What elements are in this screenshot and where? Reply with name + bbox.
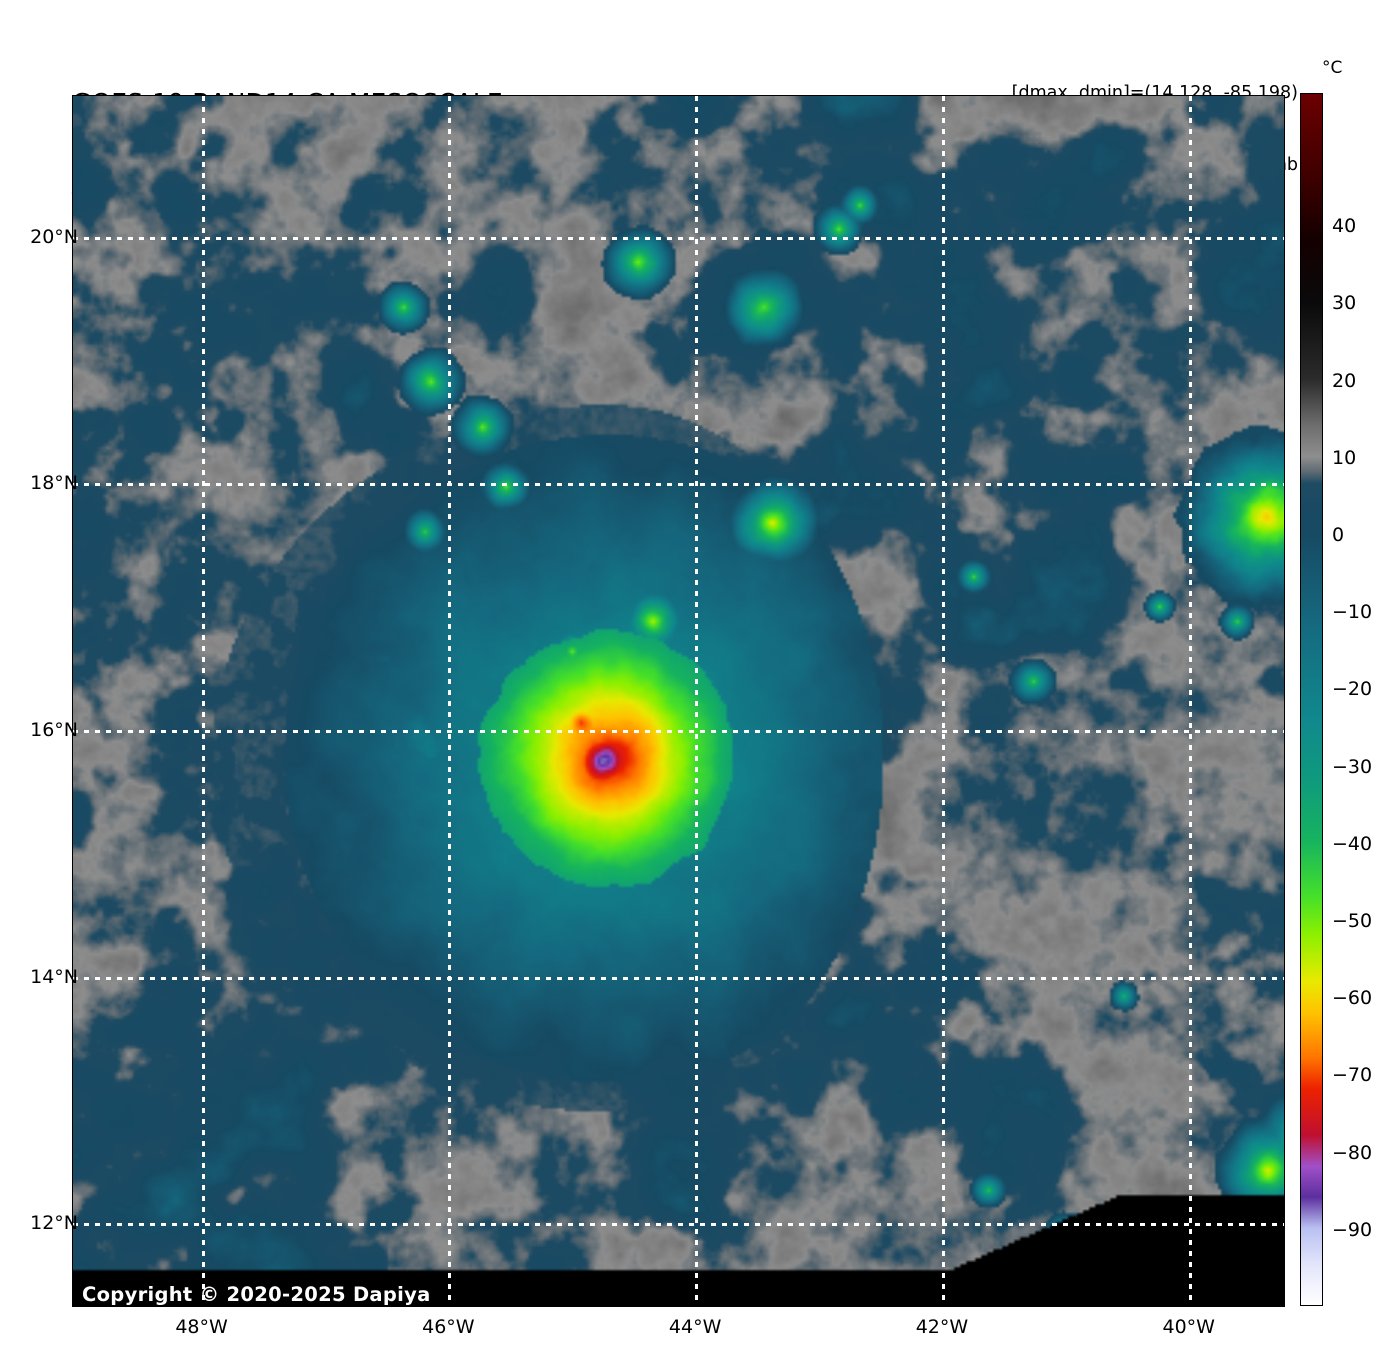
gridline-lon-2 [695,96,699,1306]
lon-tick-1: 46°W [422,1316,475,1338]
lat-tick-2: 16°N [30,718,78,741]
colorbar-tick-10: −60 [1332,987,1373,1010]
gridline-lat-4 [73,1223,1284,1227]
colorbar-tick-4: 0 [1332,524,1345,547]
colorbar-tick-6: −20 [1332,678,1373,701]
colorbar-tick-1: 30 [1332,292,1357,315]
satellite-image-plot [72,95,1285,1307]
gridline-lat-2 [73,729,1284,733]
lat-tick-4: 12°N [30,1212,78,1235]
gridline-lat-0 [73,236,1284,240]
colorbar-unit-label: °C [1322,58,1343,78]
copyright-notice: Copyright © 2020-2025 Dapiya [82,1283,431,1306]
gridline-lon-3 [941,96,945,1306]
ir-field-canvas [73,96,1284,1306]
infrared-brightness-temperature-image [73,96,1284,1306]
colorbar-gradient [1301,94,1322,1305]
gridline-lat-1 [73,483,1284,487]
lon-tick-2: 44°W [668,1316,722,1338]
lon-tick-3: 42°W [915,1316,969,1338]
colorbar-tick-11: −70 [1332,1064,1373,1087]
gridline-lon-1 [448,96,452,1306]
colorbar-tick-13: −90 [1332,1218,1373,1241]
lat-tick-0: 20°N [30,225,78,248]
colorbar-tick-0: 40 [1332,215,1357,238]
gridline-lat-3 [73,976,1284,980]
colorbar-tick-3: 10 [1332,446,1357,469]
gridline-lon-4 [1188,96,1192,1306]
colorbar-tick-12: −80 [1332,1141,1373,1164]
colorbar-tick-7: −30 [1332,755,1373,778]
temperature-colorbar [1300,93,1323,1306]
lon-tick-4: 40°W [1162,1316,1215,1338]
colorbar-tick-2: 20 [1332,369,1357,392]
lat-tick-1: 18°N [30,472,78,495]
colorbar-tick-5: −10 [1332,601,1373,624]
colorbar-tick-8: −40 [1332,832,1373,855]
colorbar-tick-9: −50 [1332,910,1373,932]
gridline-lon-0 [201,96,205,1306]
lon-tick-0: 48°W [175,1316,228,1338]
lat-tick-3: 14°N [30,965,78,988]
